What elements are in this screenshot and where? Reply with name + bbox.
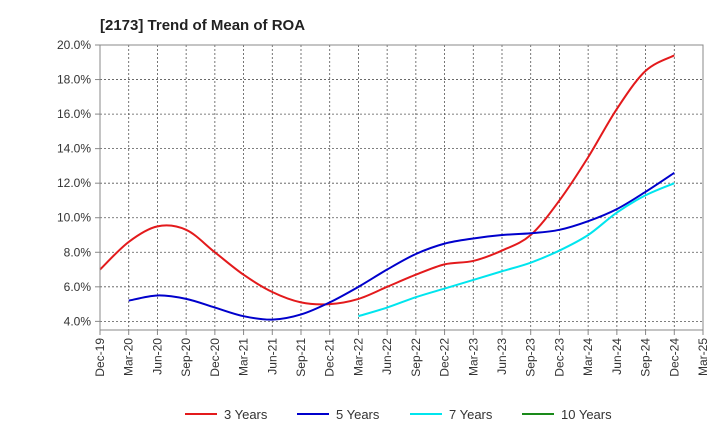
x-tick-label: Dec-22 — [438, 338, 452, 377]
x-tick-label: Mar-22 — [351, 338, 365, 376]
y-tick-label: 8.0% — [64, 245, 92, 259]
x-tick-label: Jun-22 — [380, 338, 394, 375]
x-tick-label: Jun-24 — [610, 338, 624, 375]
x-tick-label: Sep-22 — [409, 338, 423, 377]
series-line-5-years — [128, 171, 675, 321]
plot-area — [100, 45, 703, 330]
x-tick-label: Dec-20 — [208, 338, 222, 377]
y-tick-label: 4.0% — [64, 314, 92, 328]
legend-label-10-years: 10 Years — [561, 407, 612, 422]
y-tick-label: 12.0% — [57, 176, 91, 190]
y-tick-label: 16.0% — [57, 107, 91, 121]
legend-label-7-years: 7 Years — [449, 407, 493, 422]
plot-frame — [99, 44, 704, 331]
x-tick-label: Jun-21 — [265, 338, 279, 375]
x-tick-label: Mar-21 — [237, 338, 251, 376]
y-tick-label: 18.0% — [57, 73, 91, 87]
x-tick-label: Dec-19 — [93, 338, 107, 377]
x-tick-label: Mar-24 — [581, 338, 595, 376]
series-line-3-years — [99, 54, 675, 306]
x-tick-label: Sep-24 — [639, 338, 653, 377]
x-tick-label: Sep-21 — [294, 338, 308, 377]
x-tick-label: Dec-23 — [552, 338, 566, 377]
x-tick-label: Sep-20 — [179, 338, 193, 377]
y-tick-label: 10.0% — [57, 211, 91, 225]
x-tick-label: Jun-23 — [495, 338, 509, 375]
x-tick-label: Mar-20 — [122, 338, 136, 376]
y-tick-label: 14.0% — [57, 142, 91, 156]
legend-label-3-years: 3 Years — [224, 407, 268, 422]
x-tick-label: Jun-20 — [150, 338, 164, 375]
legend-label-5-years: 5 Years — [336, 407, 380, 422]
series-line-7-years — [358, 182, 675, 318]
x-tick-label: Mar-25 — [696, 338, 710, 376]
y-tick-label: 20.0% — [57, 38, 91, 52]
x-tick-label: Sep-23 — [524, 338, 538, 377]
x-tick-label: Dec-24 — [667, 338, 681, 377]
chart-title: [2173] Trend of Mean of ROA — [100, 17, 305, 34]
y-tick-label: 6.0% — [64, 280, 92, 294]
x-tick-label: Mar-23 — [466, 338, 480, 376]
x-tick-label: Dec-21 — [323, 338, 337, 377]
